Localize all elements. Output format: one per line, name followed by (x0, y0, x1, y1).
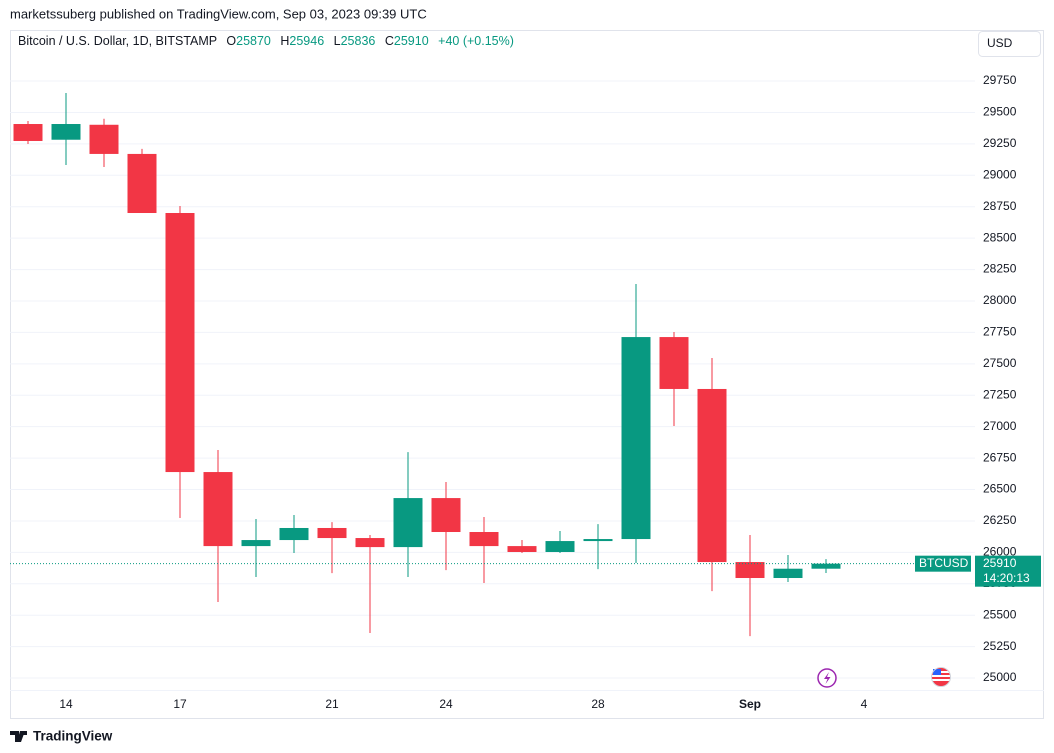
currency-button-bg[interactable] (978, 31, 1041, 57)
y-tick-label: 25500 (983, 607, 1017, 621)
candle-body (469, 532, 499, 547)
symbol-title: Bitcoin / U.S. Dollar, 1D, BITSTAMP (18, 34, 217, 48)
candle-body (355, 538, 385, 548)
x-tick-label: 21 (325, 697, 339, 711)
price-tag-bg (975, 555, 1041, 587)
chart-frame (10, 30, 1044, 719)
y-tick-label: 26250 (983, 513, 1017, 527)
flag-stripe (932, 679, 950, 681)
y-tick-label: 27000 (983, 419, 1017, 433)
y-tick-label: 25250 (983, 639, 1017, 653)
published-line: marketssuberg published on TradingView.c… (10, 6, 427, 21)
candle-body (393, 498, 423, 548)
ohlc-value: 25870 (236, 34, 271, 48)
candle-body (279, 527, 309, 541)
change-value: +40 (+0.15%) (438, 34, 514, 48)
y-tick-label: 28750 (983, 199, 1017, 213)
y-tick-label: 27500 (983, 356, 1017, 370)
y-tick-label: 27250 (983, 387, 1017, 401)
tv-logo[interactable] (10, 731, 27, 742)
candle-body (317, 527, 347, 539)
x-tick-label: 17 (173, 697, 187, 711)
flag-border (931, 667, 951, 687)
candle-body (583, 539, 613, 542)
candle-body (203, 472, 233, 547)
y-tick-label: 29750 (983, 73, 1017, 87)
candle-body (431, 498, 461, 533)
y-tick-label: 28000 (983, 293, 1017, 307)
y-tick-label: 25000 (983, 670, 1017, 684)
ohlc-value: 25836 (341, 34, 376, 48)
x-tick-label: 24 (439, 697, 453, 711)
symbol-legend: Bitcoin / U.S. Dollar, 1D, BITSTAMP O258… (18, 34, 514, 48)
y-tick-label: 29000 (983, 167, 1017, 181)
y-tick-label: 27750 (983, 325, 1017, 339)
currency-button[interactable]: USD (978, 31, 1041, 57)
candle-body (659, 337, 689, 389)
x-tick-label: 14 (59, 697, 73, 711)
price-tag-countdown: 14:20:13 (983, 571, 1030, 585)
candle-body (621, 337, 651, 540)
flag-canton (933, 669, 941, 675)
candle-body (811, 563, 841, 569)
ohlc-letter: L (334, 34, 341, 48)
x-tick-label: Sep (739, 697, 761, 711)
candle-body (241, 540, 271, 547)
symbol-tag-bg (915, 555, 971, 572)
x-tick-label: 28 (591, 697, 605, 711)
candle-body (13, 124, 43, 141)
ohlc-letter: O (226, 34, 236, 48)
candle-body (773, 568, 803, 579)
ohlc-value: 25946 (289, 34, 324, 48)
us-flag-icon[interactable] (931, 667, 951, 687)
currency-label[interactable]: USD (987, 36, 1013, 50)
lightning-bolt[interactable] (824, 672, 831, 684)
candle-body (507, 546, 537, 552)
brand-name[interactable]: TradingView (33, 729, 113, 744)
candle-body (735, 562, 765, 579)
flag-stripe (932, 675, 950, 677)
y-tick-label: 29250 (983, 136, 1017, 150)
y-tick-label: 26750 (983, 450, 1017, 464)
lightning-icon[interactable] (817, 668, 837, 688)
y-tick-label: 26000 (983, 545, 1017, 559)
candle-body (127, 153, 157, 214)
candle-layer (13, 92, 841, 637)
y-tick-label: 29500 (983, 105, 1017, 119)
price-tag-value: 25910 (983, 556, 1017, 570)
y-tick-label: 28250 (983, 262, 1017, 276)
candle-body (89, 124, 119, 154)
candle-body (165, 213, 195, 473)
candle-body (51, 124, 81, 140)
x-tick-label: 4 (861, 697, 868, 711)
ohlc-letter: C (385, 34, 394, 48)
y-tick-label: 28500 (983, 230, 1017, 244)
ohlc-letter: H (280, 34, 289, 48)
candle-body (697, 388, 727, 563)
symbol-tag: BTCUSD (919, 556, 969, 570)
candle-body (545, 541, 575, 552)
y-tick-label: 26500 (983, 482, 1017, 496)
footer-logo[interactable]: TradingView (10, 729, 113, 744)
ohlc-value: 25910 (394, 34, 429, 48)
